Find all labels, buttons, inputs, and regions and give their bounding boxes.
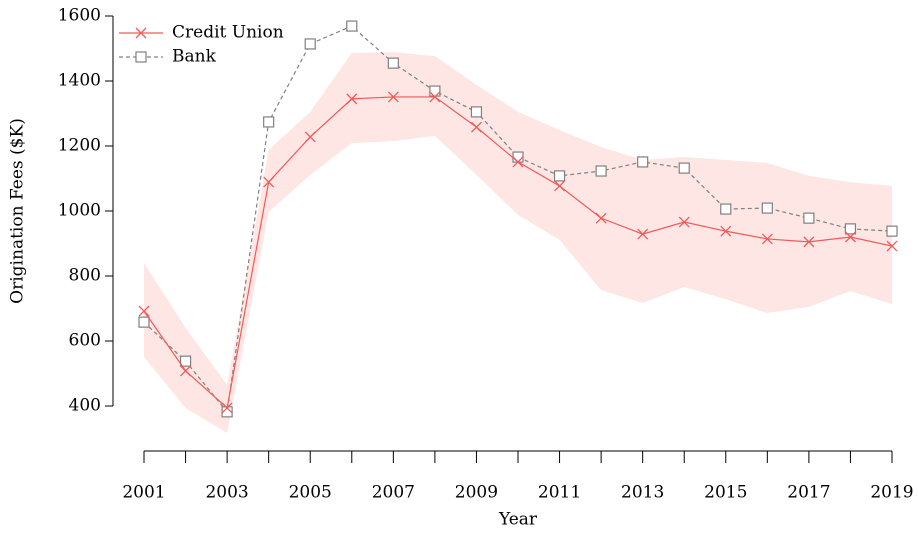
marker [429, 85, 441, 97]
y-tick-label: 600 [69, 331, 101, 351]
marker [553, 170, 566, 182]
y-axis-title: Origination Fees ($K) [8, 118, 28, 304]
x-tick-label: 2003 [205, 483, 248, 503]
marker [595, 212, 607, 224]
legend-label: Bank [172, 47, 217, 67]
marker [470, 106, 483, 118]
marker [135, 27, 147, 39]
marker [304, 38, 316, 50]
marker [263, 176, 275, 188]
marker [387, 57, 399, 69]
x-tick-label: 2019 [870, 483, 913, 503]
marker [761, 202, 773, 214]
x-tick-label: 2007 [372, 483, 415, 503]
y-tick-label: 1600 [58, 6, 101, 26]
marker [180, 365, 192, 377]
x-tick-label: 2009 [455, 483, 498, 503]
marker [554, 180, 566, 192]
marker [263, 116, 275, 128]
marker [346, 20, 358, 32]
marker [221, 402, 233, 414]
y-tick-label: 1000 [58, 201, 101, 221]
x-tick-label: 2015 [704, 483, 747, 503]
x-tick-label: 2013 [621, 483, 664, 503]
marker [179, 355, 192, 367]
marker [720, 225, 732, 237]
confidence-band [144, 52, 892, 433]
marker [844, 231, 856, 243]
legend-label: Credit Union [172, 23, 284, 43]
y-tick-label: 800 [69, 266, 101, 286]
marker [346, 93, 358, 105]
marker [844, 223, 857, 235]
marker [304, 131, 316, 143]
marker [803, 236, 815, 248]
marker [135, 51, 147, 63]
marker [138, 305, 150, 317]
marker [637, 156, 649, 168]
marker [595, 165, 607, 177]
y-tick-label: 1400 [58, 71, 101, 91]
x-tick-label: 2001 [122, 483, 165, 503]
x-tick-label: 2017 [787, 483, 830, 503]
marker [761, 233, 773, 245]
marker [803, 212, 815, 224]
x-axis-title: Year [498, 510, 538, 530]
marker [886, 240, 898, 252]
marker [720, 203, 732, 215]
y-tick-label: 1200 [58, 136, 101, 156]
marker [678, 162, 690, 174]
y-tick-label: 400 [69, 396, 101, 416]
marker [886, 225, 898, 237]
x-tick-label: 2005 [289, 483, 332, 503]
marker [512, 156, 524, 168]
marker [429, 91, 441, 103]
marker [470, 121, 482, 133]
marker [678, 216, 690, 228]
marker [387, 91, 399, 103]
x-tick-label: 2011 [538, 483, 581, 503]
marker [138, 316, 150, 328]
marker [637, 228, 649, 240]
marker [512, 151, 524, 163]
